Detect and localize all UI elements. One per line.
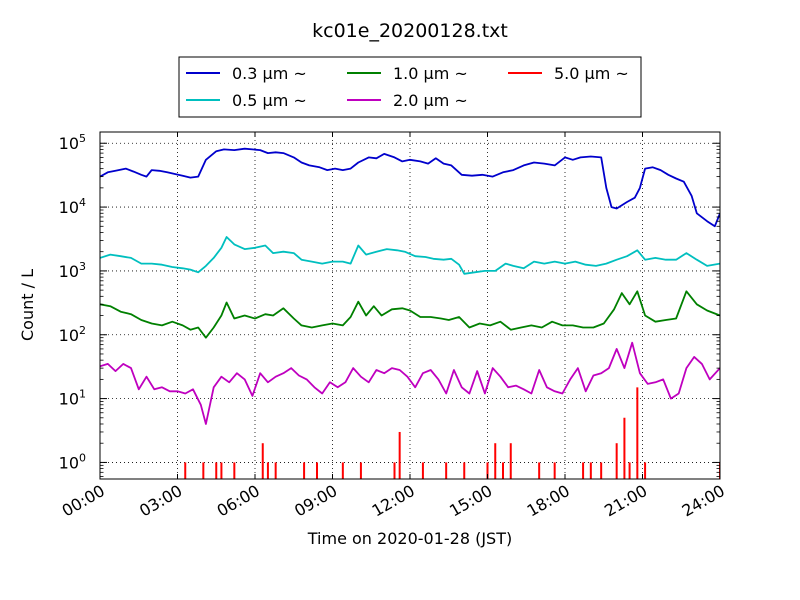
chart-title: kc01e_20200128.txt: [312, 20, 508, 42]
y-tick-exponent: 0: [79, 451, 86, 464]
y-tick-exponent: 4: [79, 196, 86, 209]
legend: 0.3 μm ~ 0.5 μm ~ 1.0 μm ~ 2.0 μm ~ 5.0 μm ~: [178, 56, 642, 118]
legend-box: [178, 56, 642, 118]
y-tick-base: 10: [59, 198, 79, 217]
y-tick-label: 100: [59, 451, 86, 472]
y-tick-label: 102: [59, 324, 86, 345]
legend-label: 2.0 μm ~: [393, 91, 468, 110]
y-tick-label: 103: [59, 260, 86, 281]
y-tick-exponent: 3: [79, 260, 86, 273]
y-axis-label: Count / L: [18, 269, 37, 341]
x-axis-label: Time on 2020-01-28 (JST): [307, 529, 512, 548]
y-tick-label: 105: [59, 132, 86, 153]
y-tick-exponent: 5: [79, 132, 86, 145]
legend-label: 5.0 μm ~: [554, 64, 629, 83]
series-0-3m-line: [100, 147, 720, 228]
series-lines: [100, 147, 720, 479]
legend-label: 0.5 μm ~: [232, 91, 307, 110]
y-tick-base: 10: [59, 453, 79, 472]
legend-label: 1.0 μm ~: [393, 64, 468, 83]
series-0-5m-line: [100, 236, 720, 275]
y-tick-base: 10: [59, 390, 79, 409]
legend-label: 0.3 μm ~: [232, 64, 307, 83]
plot-frame: [99, 131, 721, 480]
y-tick-exponent: 2: [79, 324, 86, 337]
y-tick-label: 104: [59, 196, 86, 217]
series-1-0m-line: [100, 290, 720, 339]
series-2-0m-line: [100, 341, 720, 425]
y-tick-base: 10: [59, 262, 79, 281]
y-tick-base: 10: [59, 134, 79, 153]
y-tick-label: 101: [59, 388, 86, 409]
y-tick-exponent: 1: [79, 388, 86, 401]
y-tick-base: 10: [59, 326, 79, 345]
